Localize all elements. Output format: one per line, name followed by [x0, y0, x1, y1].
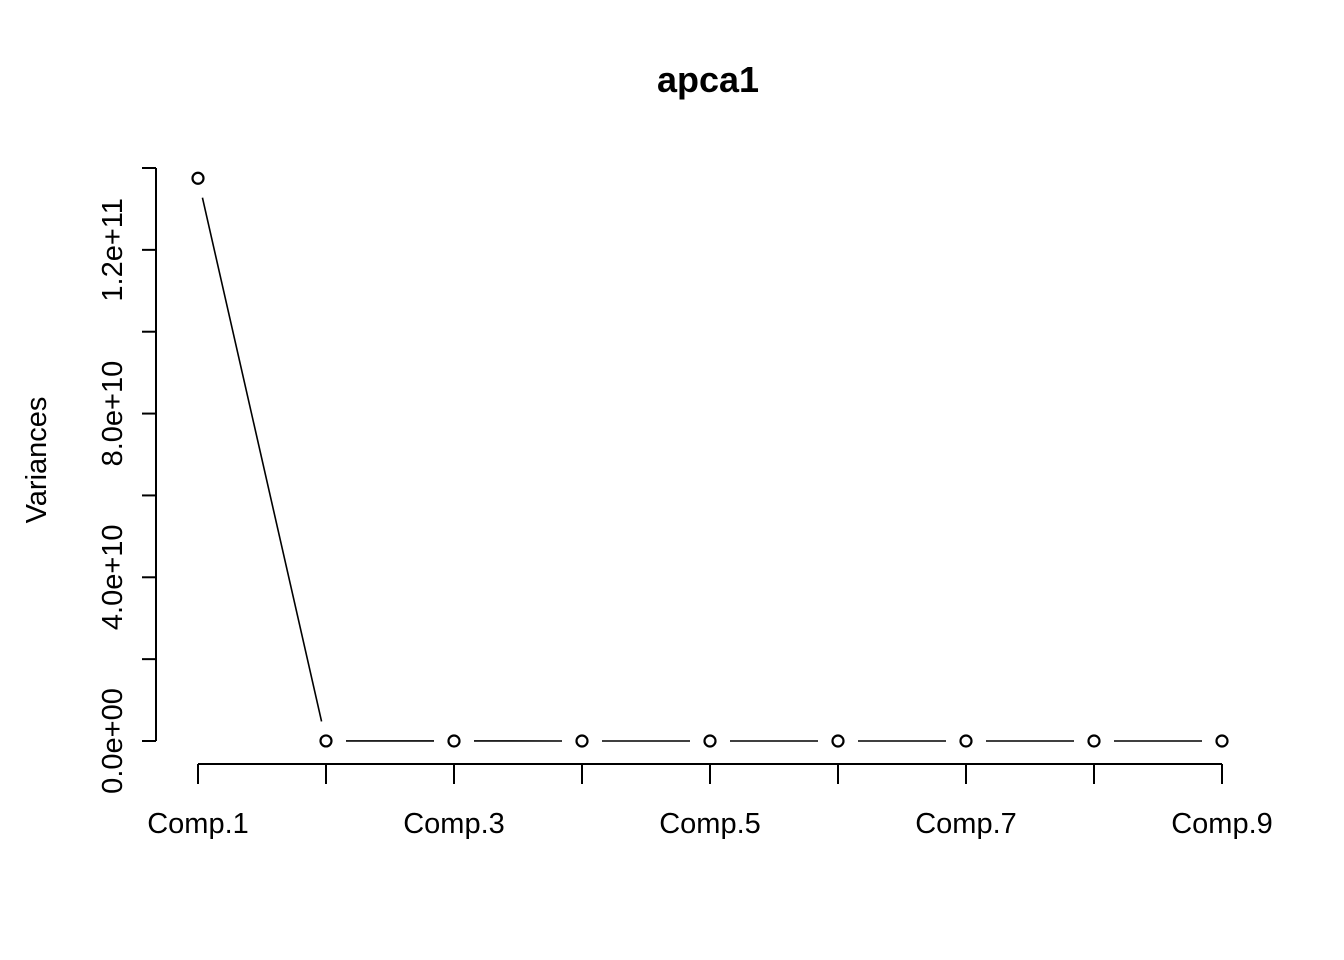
- y-axis-title: Variances: [21, 397, 53, 524]
- y-tick-label: 1.2e+11: [97, 198, 129, 301]
- series-segment: [201, 197, 323, 722]
- y-axis: 0.0e+00 4.0e+10 8.0e+10 1.2e+11: [97, 167, 157, 794]
- data-point-comp-3: [447, 734, 461, 748]
- y-tick-label: 0.0e+00: [97, 688, 129, 794]
- data-point-comp-5: [703, 734, 717, 748]
- y-tick-label: 8.0e+10: [97, 361, 129, 467]
- x-tick-label: Comp.3: [403, 808, 505, 840]
- x-tick-label: Comp.1: [147, 808, 249, 840]
- x-tick-label: Comp.7: [915, 808, 1017, 840]
- x-tick-label: Comp.9: [1171, 808, 1273, 840]
- x-axis: Comp.1 Comp.3 Comp.5 Comp.7 Comp.9: [147, 763, 1273, 840]
- variance-series: [191, 171, 1229, 748]
- x-tick-label: Comp.5: [659, 808, 761, 840]
- data-point-comp-6: [831, 734, 845, 748]
- data-point-comp-4: [575, 734, 589, 748]
- data-point-comp-9: [1215, 734, 1229, 748]
- data-point-comp-2: [319, 734, 333, 748]
- data-point-comp-7: [959, 734, 973, 748]
- y-tick-label: 4.0e+10: [97, 524, 129, 630]
- data-point-comp-1: [191, 171, 205, 185]
- chart-title: apca1: [657, 59, 759, 100]
- data-point-comp-8: [1087, 734, 1101, 748]
